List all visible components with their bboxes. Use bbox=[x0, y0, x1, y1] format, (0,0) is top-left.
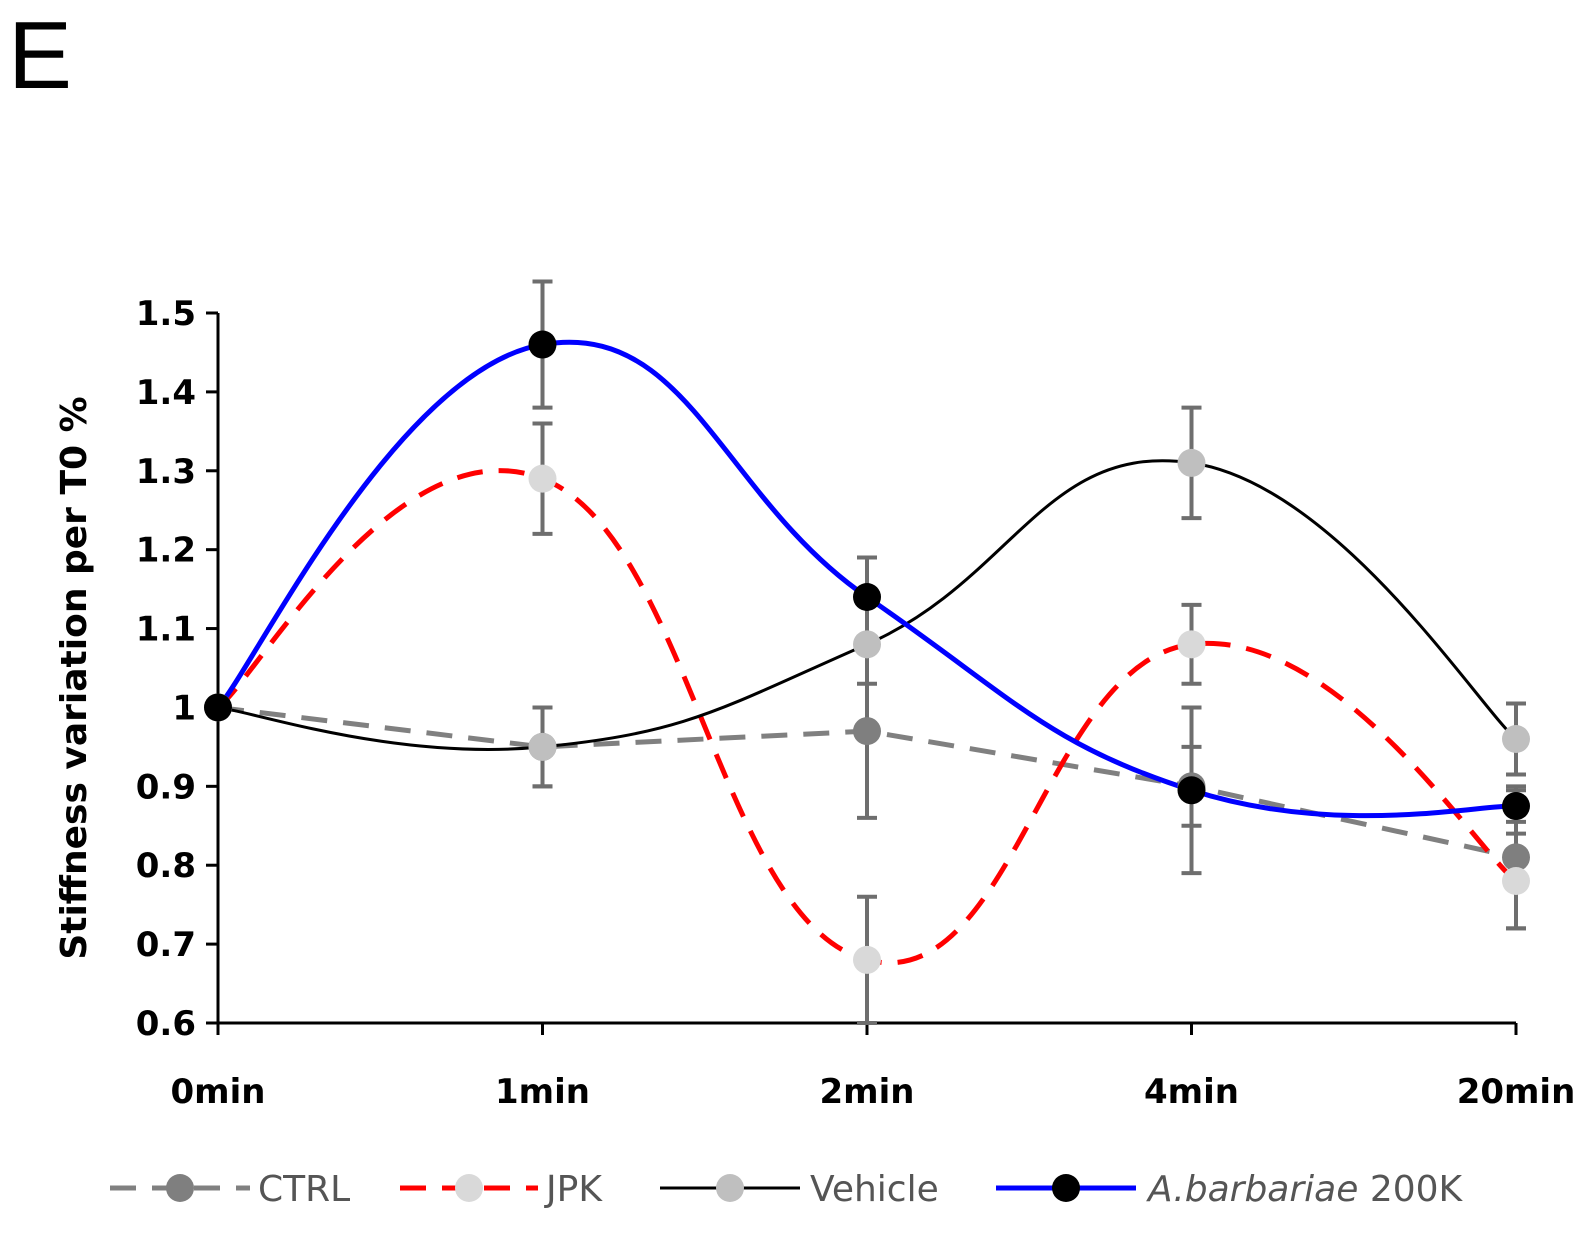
legend-label-a-barbariae-200k: A.barbariae 200K bbox=[1146, 1169, 1464, 1210]
axes: 0.6 0.7 0.8 0.9 1 1.1 1.2 1.3 1.4 1.5 0min 1min 2min… bbox=[54, 294, 1575, 1112]
panel-label: E bbox=[8, 2, 73, 109]
data-point-jpk bbox=[853, 945, 881, 974]
legend-marker-ctrl bbox=[166, 1174, 194, 1202]
legend-marker-a-barbariae-200k bbox=[1052, 1174, 1080, 1202]
data-point-ctrl bbox=[853, 717, 881, 746]
data-point-a-barbariae-200k bbox=[853, 583, 881, 611]
y-tick-label: 1 bbox=[172, 688, 196, 728]
y-tick-label: 1.1 bbox=[136, 610, 196, 650]
data-point-a-barbariae-200k bbox=[1502, 792, 1530, 821]
y-axis-title: Stiffness variation per T0 % bbox=[54, 396, 95, 959]
data-point-vehicle bbox=[1502, 725, 1530, 753]
y-tick-label: 1.3 bbox=[136, 452, 196, 492]
x-tick-label: 4min bbox=[1144, 1072, 1239, 1112]
y-tick-label: 0.8 bbox=[136, 846, 196, 886]
legend-marker-vehicle bbox=[716, 1174, 744, 1202]
series-line-a-barbariae-200k bbox=[216, 339, 1517, 819]
data-point-jpk bbox=[1177, 630, 1206, 659]
y-tick-label: 0.6 bbox=[136, 1004, 196, 1044]
data-point-a-barbariae-200k bbox=[204, 693, 232, 722]
legend-label-italic: A.barbariae bbox=[1146, 1169, 1358, 1210]
data-point-jpk bbox=[528, 464, 557, 493]
x-tick-label: 1min bbox=[495, 1072, 590, 1112]
y-tick-label: 1.5 bbox=[136, 294, 196, 334]
legend: CTRL JPK Vehicle A.barbariae 200K bbox=[110, 1169, 1464, 1210]
legend-label-ctrl: CTRL bbox=[258, 1169, 350, 1210]
y-tick-label: 0.7 bbox=[136, 925, 196, 965]
y-tick-label: 1.4 bbox=[136, 373, 196, 413]
series-markers bbox=[204, 330, 1530, 974]
legend-label-jpk: JPK bbox=[544, 1169, 603, 1210]
legend-label-vehicle: Vehicle bbox=[810, 1169, 939, 1210]
x-tick-label: 0min bbox=[171, 1072, 266, 1112]
data-point-ctrl bbox=[1502, 843, 1530, 872]
x-tick-label: 2min bbox=[820, 1072, 915, 1112]
data-point-vehicle bbox=[528, 732, 557, 761]
legend-marker-jpk bbox=[455, 1174, 483, 1202]
error-bars bbox=[532, 279, 1526, 1025]
y-tick-label: 1.2 bbox=[136, 531, 196, 571]
data-point-a-barbariae-200k bbox=[1177, 776, 1206, 805]
data-point-vehicle bbox=[1177, 448, 1206, 477]
data-point-a-barbariae-200k bbox=[528, 330, 557, 359]
data-point-jpk bbox=[1502, 867, 1530, 895]
data-point-vehicle bbox=[853, 630, 881, 659]
y-tick-label: 0.9 bbox=[136, 767, 196, 807]
legend-label-suffix: 200K bbox=[1358, 1169, 1463, 1210]
x-tick-label: 20min bbox=[1457, 1072, 1576, 1112]
